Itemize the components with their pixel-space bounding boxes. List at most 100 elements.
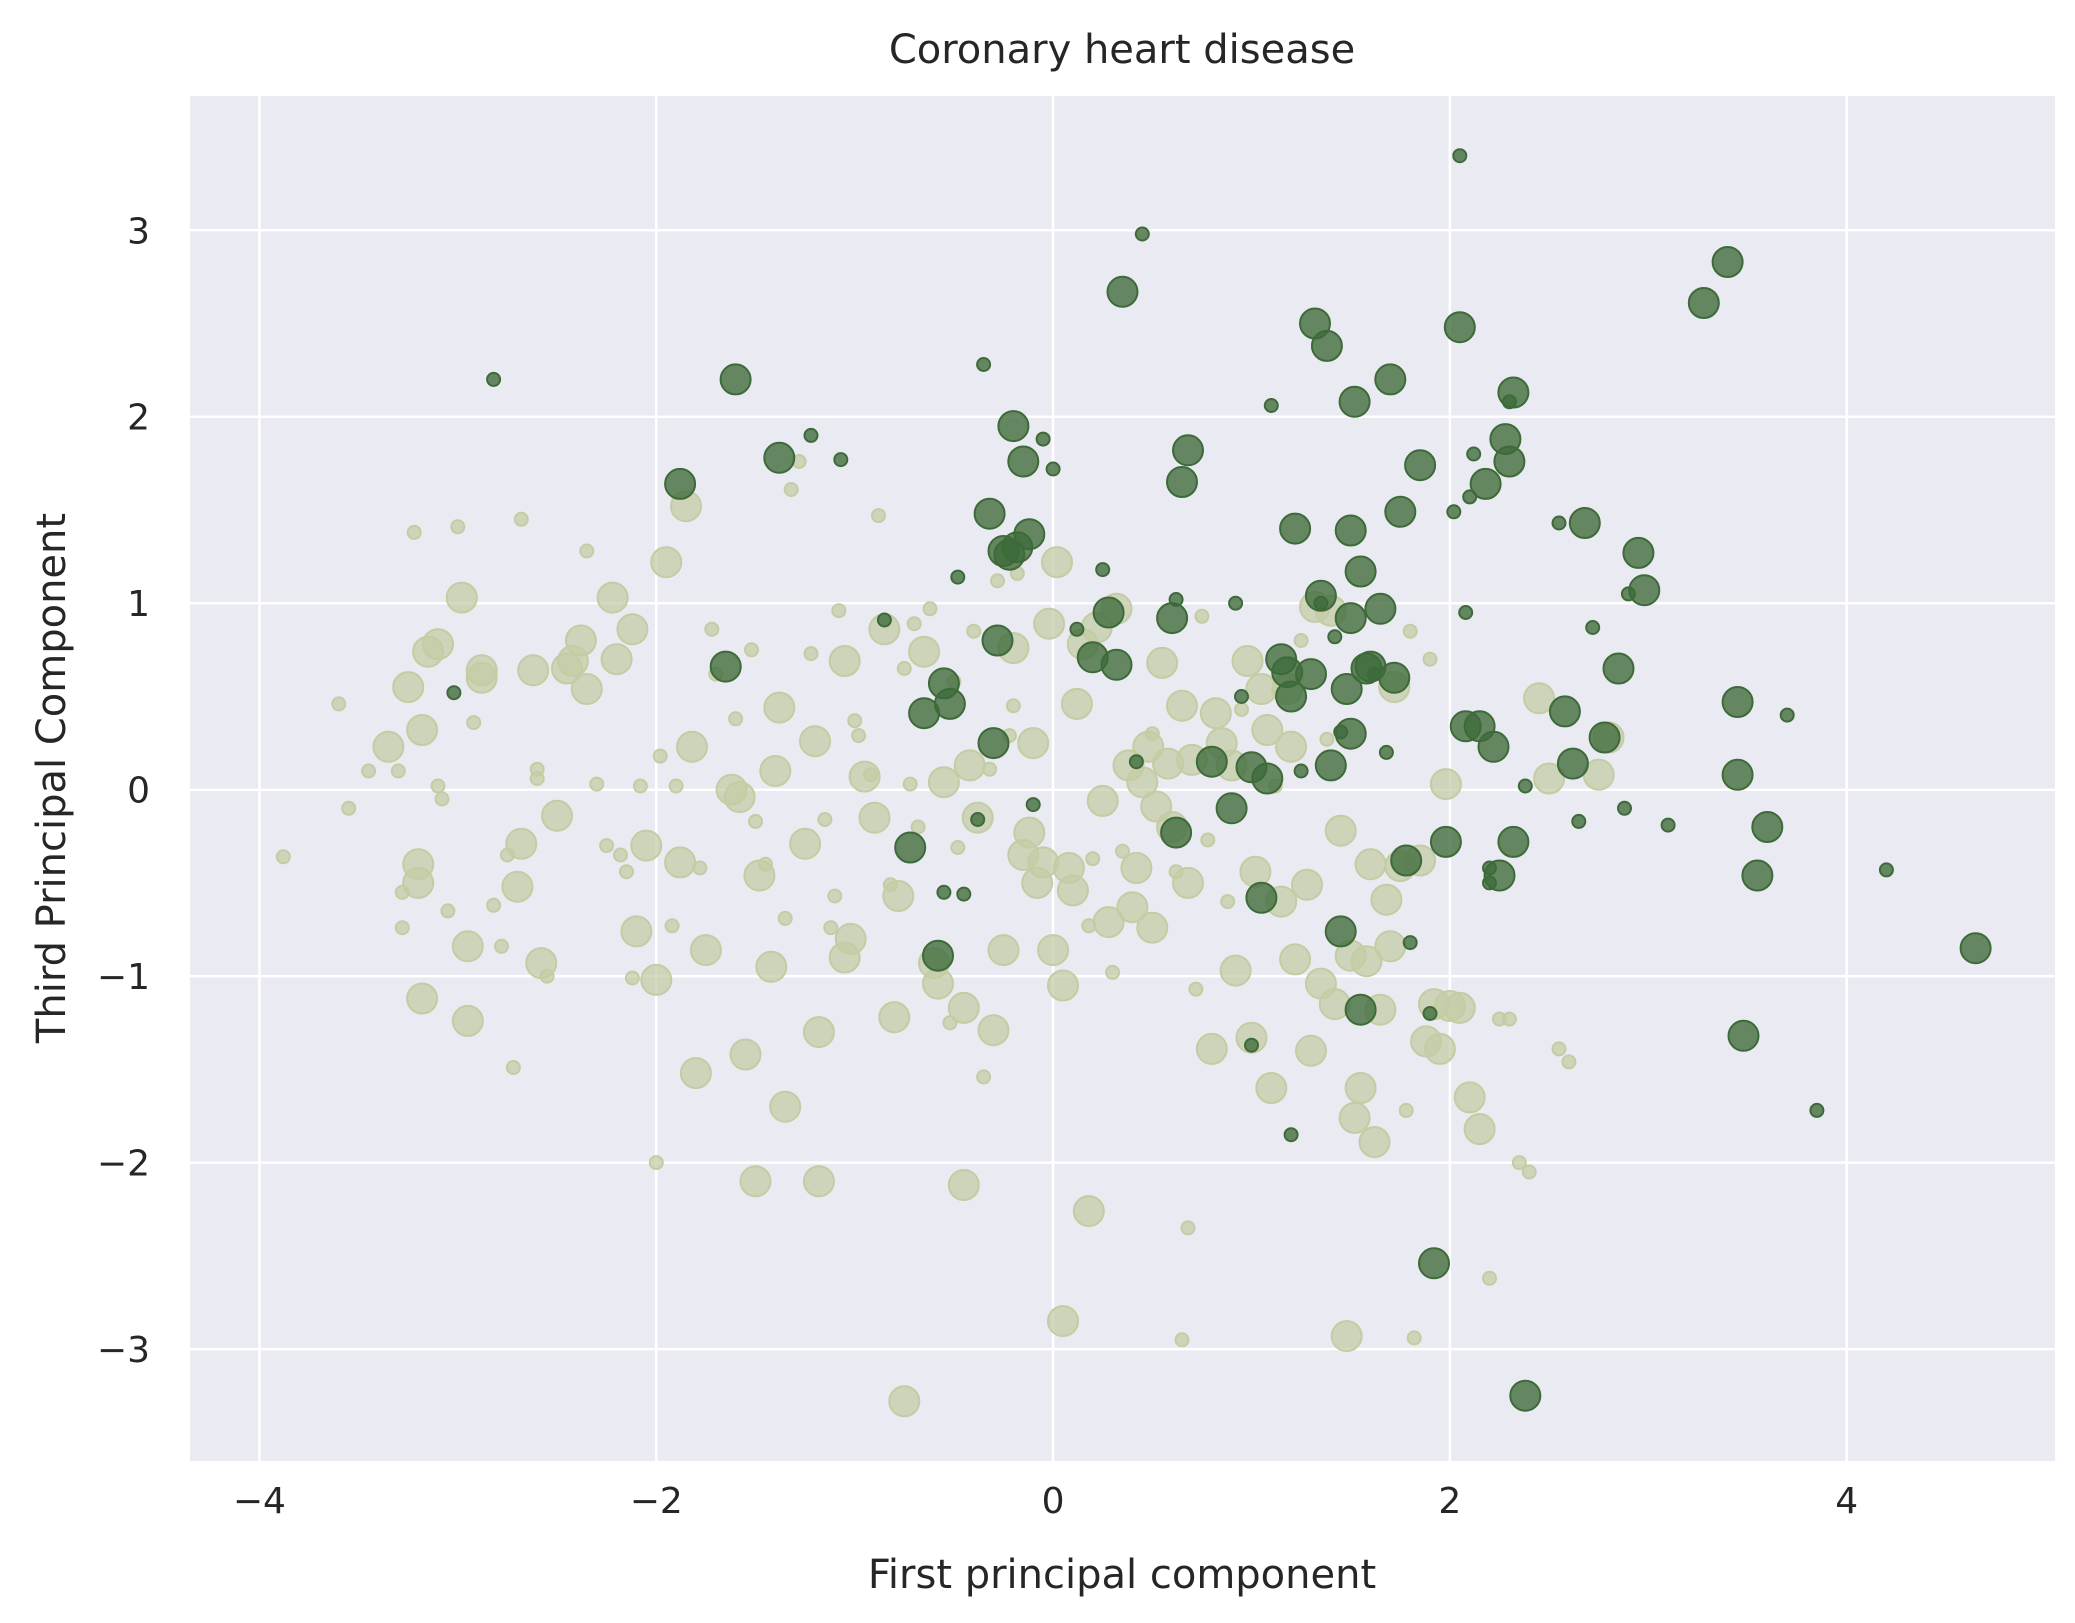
data-point xyxy=(1092,906,1125,939)
data-point xyxy=(1358,1126,1391,1159)
data-point xyxy=(1429,825,1462,858)
data-point xyxy=(1086,784,1119,817)
data-point xyxy=(1429,768,1462,801)
data-point xyxy=(1493,445,1526,478)
data-point xyxy=(803,646,819,662)
data-point xyxy=(1334,717,1367,750)
data-point xyxy=(599,838,615,854)
data-point xyxy=(1458,605,1474,620)
data-point xyxy=(1174,1332,1190,1348)
data-point xyxy=(1319,731,1335,747)
data-point xyxy=(1314,749,1347,782)
data-point xyxy=(1291,868,1323,901)
data-point xyxy=(1025,797,1041,813)
data-point xyxy=(1418,1247,1450,1280)
data-point xyxy=(823,920,839,936)
data-point xyxy=(1234,689,1249,704)
data-point xyxy=(1283,1127,1299,1143)
data-point xyxy=(513,511,529,527)
data-point xyxy=(723,781,756,814)
data-point xyxy=(833,452,849,468)
data-point xyxy=(769,1090,802,1123)
data-point xyxy=(689,934,722,967)
x-tick-label: 2 xyxy=(1438,1481,1461,1522)
data-point xyxy=(799,725,831,758)
data-point xyxy=(1180,1220,1196,1236)
data-point xyxy=(1334,514,1367,547)
x-axis-ticks: −4 −2 0 2 4 xyxy=(233,1481,1858,1522)
data-point xyxy=(1228,595,1244,611)
data-point xyxy=(450,519,466,535)
data-point xyxy=(1571,813,1587,829)
data-point xyxy=(1295,658,1327,691)
data-point xyxy=(871,508,886,524)
data-point xyxy=(1711,246,1744,278)
data-point xyxy=(1095,562,1111,578)
data-point xyxy=(990,573,1005,589)
data-point xyxy=(1402,623,1418,639)
data-point xyxy=(589,776,605,792)
data-point xyxy=(1443,991,1476,1024)
data-point xyxy=(1215,792,1248,825)
data-point xyxy=(619,864,634,880)
data-point xyxy=(1295,1034,1327,1067)
data-point xyxy=(1027,846,1060,879)
data-point xyxy=(966,623,982,639)
data-point xyxy=(976,357,992,372)
data-point xyxy=(755,950,788,983)
data-point xyxy=(570,673,603,705)
data-point xyxy=(1878,862,1894,878)
data-point xyxy=(1126,766,1159,799)
data-point xyxy=(624,970,640,986)
data-point xyxy=(1195,745,1228,778)
data-point xyxy=(1721,758,1754,791)
data-point xyxy=(828,645,861,677)
data-point xyxy=(1378,661,1411,694)
y-tick-label: 3 xyxy=(127,211,150,252)
data-point xyxy=(1501,1011,1517,1027)
data-point xyxy=(630,829,663,862)
data-point xyxy=(1466,446,1482,462)
data-point xyxy=(1344,555,1377,588)
data-point xyxy=(922,939,954,972)
data-point xyxy=(451,1004,484,1037)
data-point xyxy=(1398,1102,1414,1118)
data-point xyxy=(789,827,822,860)
data-point xyxy=(1334,602,1367,635)
data-point xyxy=(976,1069,992,1085)
data-point xyxy=(422,628,454,661)
data-point xyxy=(1602,652,1635,685)
data-point xyxy=(1378,744,1394,760)
data-point xyxy=(501,870,534,903)
data-point xyxy=(632,778,648,794)
data-point xyxy=(1446,504,1462,520)
data-point xyxy=(392,671,425,704)
data-point xyxy=(1072,1195,1105,1228)
data-point xyxy=(1556,747,1589,780)
data-point xyxy=(728,711,744,727)
data-point xyxy=(1585,620,1601,635)
data-point xyxy=(1085,851,1101,867)
data-point xyxy=(451,930,484,963)
data-point xyxy=(1561,1054,1577,1070)
data-point xyxy=(1330,1320,1363,1353)
data-point xyxy=(1463,1113,1496,1146)
data-point xyxy=(1406,1330,1422,1346)
data-point xyxy=(817,812,833,827)
data-point xyxy=(1350,945,1383,978)
x-tick-label: −4 xyxy=(233,1481,286,1522)
y-tick-label: −1 xyxy=(97,957,150,998)
data-point xyxy=(894,831,927,864)
data-point xyxy=(1809,1102,1825,1118)
data-point xyxy=(406,982,439,1015)
data-point xyxy=(922,967,954,1000)
data-point xyxy=(1172,866,1204,899)
data-point xyxy=(956,886,972,902)
data-point xyxy=(1622,536,1655,569)
data-point xyxy=(1551,515,1567,531)
data-point xyxy=(505,1060,521,1075)
data-point xyxy=(1469,467,1502,500)
data-point xyxy=(331,696,347,712)
data-point xyxy=(664,467,697,500)
data-point xyxy=(1146,646,1179,679)
